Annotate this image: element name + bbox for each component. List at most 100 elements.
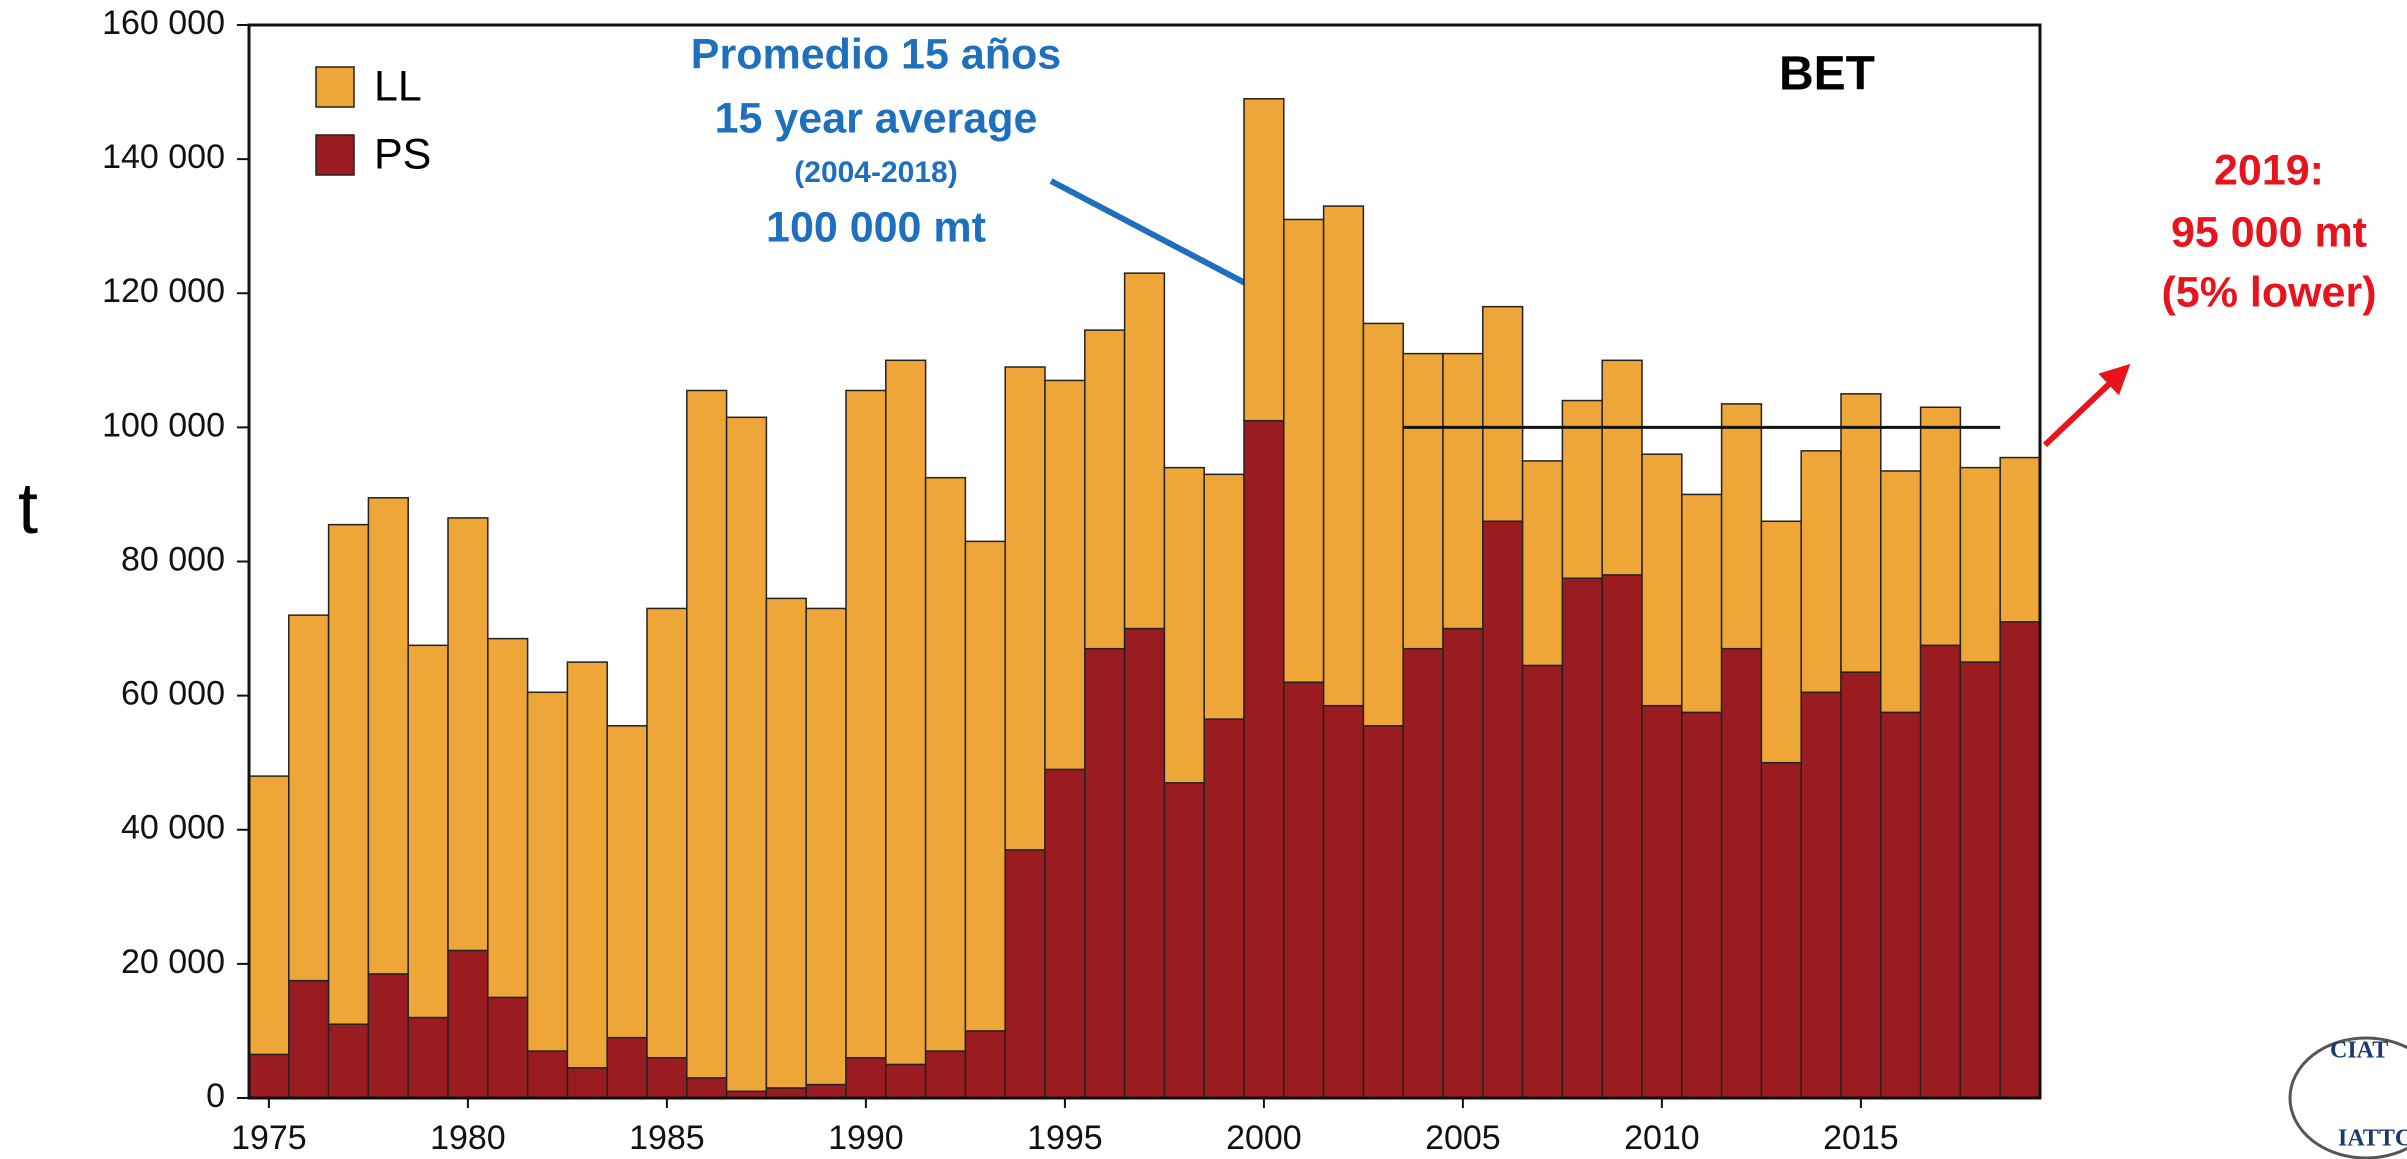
bar	[1521, 664, 1564, 1099]
bar	[1123, 272, 1166, 630]
y-tick-label: 0	[206, 1077, 225, 1115]
annotation: 100 000 mt	[766, 203, 986, 251]
bar	[288, 979, 330, 1099]
legend-swatch	[315, 134, 355, 176]
bar	[1959, 661, 2001, 1099]
bar	[1601, 574, 1643, 1099]
y-tick-label: 160 000	[102, 4, 225, 42]
bar	[1840, 671, 1882, 1099]
bar	[1919, 644, 1962, 1099]
x-tick-label: 2015	[1823, 1119, 1899, 1157]
bar	[1561, 399, 1603, 580]
bar	[1681, 711, 1723, 1099]
bar	[447, 517, 489, 952]
bar	[1601, 359, 1643, 576]
bar	[1004, 366, 1046, 851]
bar	[367, 497, 409, 975]
x-tick-label: 2000	[1226, 1119, 1302, 1157]
x-tick-label: 1990	[828, 1119, 904, 1157]
legend-label: LL	[374, 62, 422, 110]
bar	[964, 1030, 1006, 1099]
bar	[327, 1023, 370, 1099]
x-tick-label: 1980	[430, 1119, 506, 1157]
y-tick-label: 100 000	[102, 406, 225, 444]
bar	[725, 416, 768, 1093]
bar	[1840, 393, 1882, 673]
arrow	[2042, 363, 2131, 448]
bar	[805, 1083, 847, 1099]
bar	[1004, 849, 1046, 1099]
bar	[1163, 782, 1205, 1099]
bar	[1044, 379, 1086, 771]
logo: CIAT IATTC	[2288, 1036, 2407, 1159]
bar	[566, 661, 608, 1069]
bar	[526, 691, 569, 1052]
bar	[487, 637, 529, 999]
y-tick-label: 40 000	[121, 809, 225, 847]
bar	[1044, 768, 1086, 1099]
bar	[288, 614, 330, 982]
bar	[1084, 329, 1126, 650]
bar	[924, 1050, 967, 1099]
logo-text: CIAT	[2330, 1038, 2388, 1064]
bar	[606, 1036, 648, 1099]
bar	[765, 1087, 807, 1099]
bar	[1880, 470, 1922, 714]
bar	[885, 1063, 927, 1099]
legend-swatch	[315, 66, 355, 108]
bar	[1959, 466, 2001, 663]
bar	[447, 949, 489, 1099]
bar	[1402, 647, 1444, 1099]
bar	[1641, 453, 1683, 707]
legend-label: PS	[374, 130, 431, 178]
bar	[1283, 681, 1325, 1099]
bar	[1243, 419, 1285, 1099]
annotation: 15 year average	[715, 94, 1038, 142]
bar	[1641, 704, 1683, 1099]
bar	[1322, 704, 1365, 1099]
y-axis-label: t	[18, 469, 38, 549]
bar	[606, 725, 648, 1039]
bar	[367, 973, 409, 1099]
bar	[1084, 647, 1126, 1099]
bar	[327, 523, 370, 1025]
bar	[1760, 761, 1802, 1099]
x-tick-label: 2010	[1624, 1119, 1700, 1157]
annotation: Promedio 15 años	[691, 30, 1061, 78]
plot-frame	[247, 23, 2042, 1100]
logo-text: IATTC	[2338, 1126, 2407, 1152]
x-tick-label: 1995	[1027, 1119, 1103, 1157]
bar	[1800, 450, 1842, 694]
bar	[1482, 305, 1524, 523]
bar	[1163, 466, 1205, 784]
bar	[1999, 456, 2041, 623]
bar	[765, 597, 807, 1089]
annotation: 95 000 mt	[2171, 208, 2367, 256]
bar	[1919, 406, 1962, 647]
bar	[845, 1057, 887, 1099]
bar	[646, 1057, 688, 1099]
bar	[646, 607, 688, 1059]
bar	[1243, 98, 1285, 422]
bar	[1880, 711, 1922, 1099]
y-tick-label: 60 000	[121, 675, 225, 713]
y-tick-label: 80 000	[121, 540, 225, 578]
y-tick-label: 120 000	[102, 272, 225, 310]
bar	[1402, 352, 1444, 650]
bar	[1800, 691, 1842, 1099]
x-tick-label: 2005	[1425, 1119, 1501, 1157]
bar	[1442, 352, 1484, 630]
bar	[964, 540, 1006, 1032]
bar	[845, 389, 887, 1059]
bar	[1322, 205, 1365, 707]
bar	[1482, 520, 1524, 1099]
bar	[1760, 520, 1802, 764]
annotation: 2019:	[2214, 146, 2324, 194]
bar	[924, 476, 967, 1052]
bar	[407, 644, 449, 1019]
bar	[1123, 627, 1166, 1099]
x-tick-label: 1975	[231, 1119, 307, 1157]
bar	[686, 1077, 728, 1099]
bar	[805, 607, 847, 1086]
